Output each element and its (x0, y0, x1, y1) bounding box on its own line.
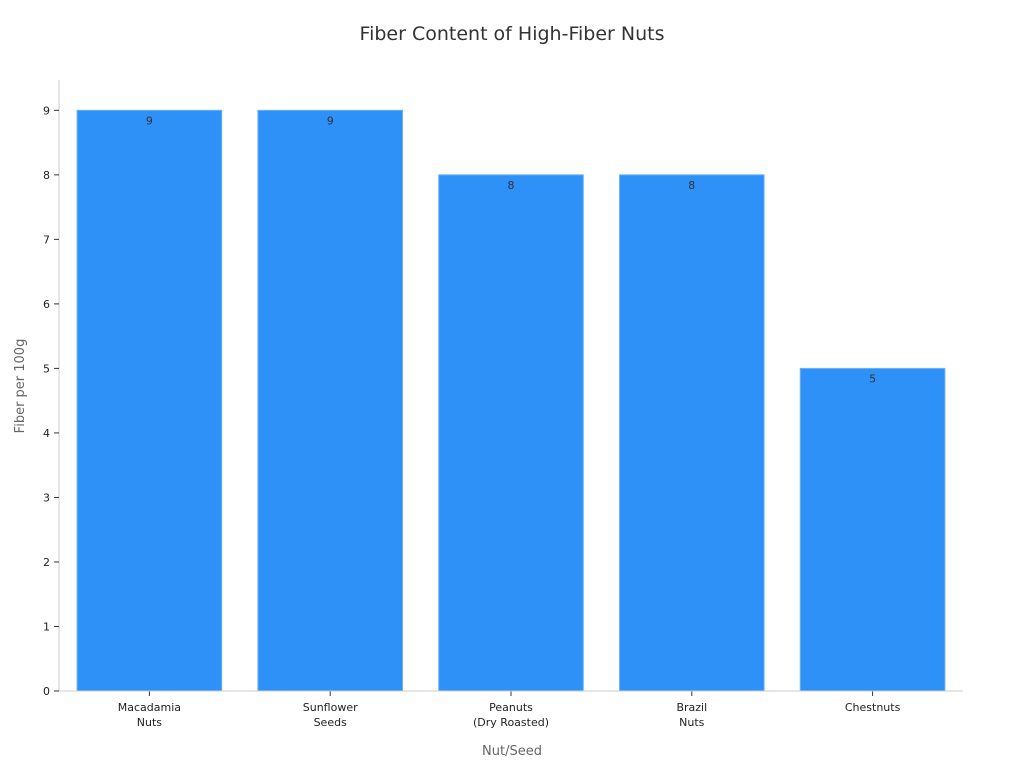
y-tick-label: 7 (43, 233, 50, 246)
y-tick-label: 5 (43, 362, 50, 375)
chart-title: Fiber Content of High-Fiber Nuts (360, 23, 665, 45)
y-axis-label: Fiber per 100g (13, 339, 28, 434)
x-tick-label: Brazil Nuts (676, 701, 707, 729)
bar (438, 174, 584, 692)
y-tick-label: 0 (43, 685, 50, 698)
x-tick-label: Chestnuts (845, 701, 901, 714)
x-axis-label: Nut/Seed (482, 744, 542, 759)
y-tick-label: 2 (43, 556, 50, 569)
bar (257, 109, 404, 692)
data-label: 9 (146, 114, 153, 127)
bar (76, 109, 223, 692)
y-tick-label: 4 (43, 427, 50, 440)
x-tick-label: Peanuts (Dry Roasted) (473, 701, 549, 729)
data-label: 5 (869, 372, 876, 385)
data-label: 9 (327, 114, 334, 127)
x-tick-label: Sunflower Seeds (303, 701, 358, 729)
y-tick-label: 3 (43, 491, 50, 504)
data-label: 8 (508, 179, 515, 192)
y-tick-label: 1 (43, 620, 50, 633)
data-label: 8 (688, 179, 695, 192)
bar (618, 174, 765, 692)
x-tick-label: Macadamia Nuts (118, 701, 181, 729)
y-tick-label: 6 (43, 298, 50, 311)
y-tick-label: 9 (43, 104, 50, 117)
bar (799, 367, 946, 692)
y-tick-label: 8 (43, 169, 50, 182)
